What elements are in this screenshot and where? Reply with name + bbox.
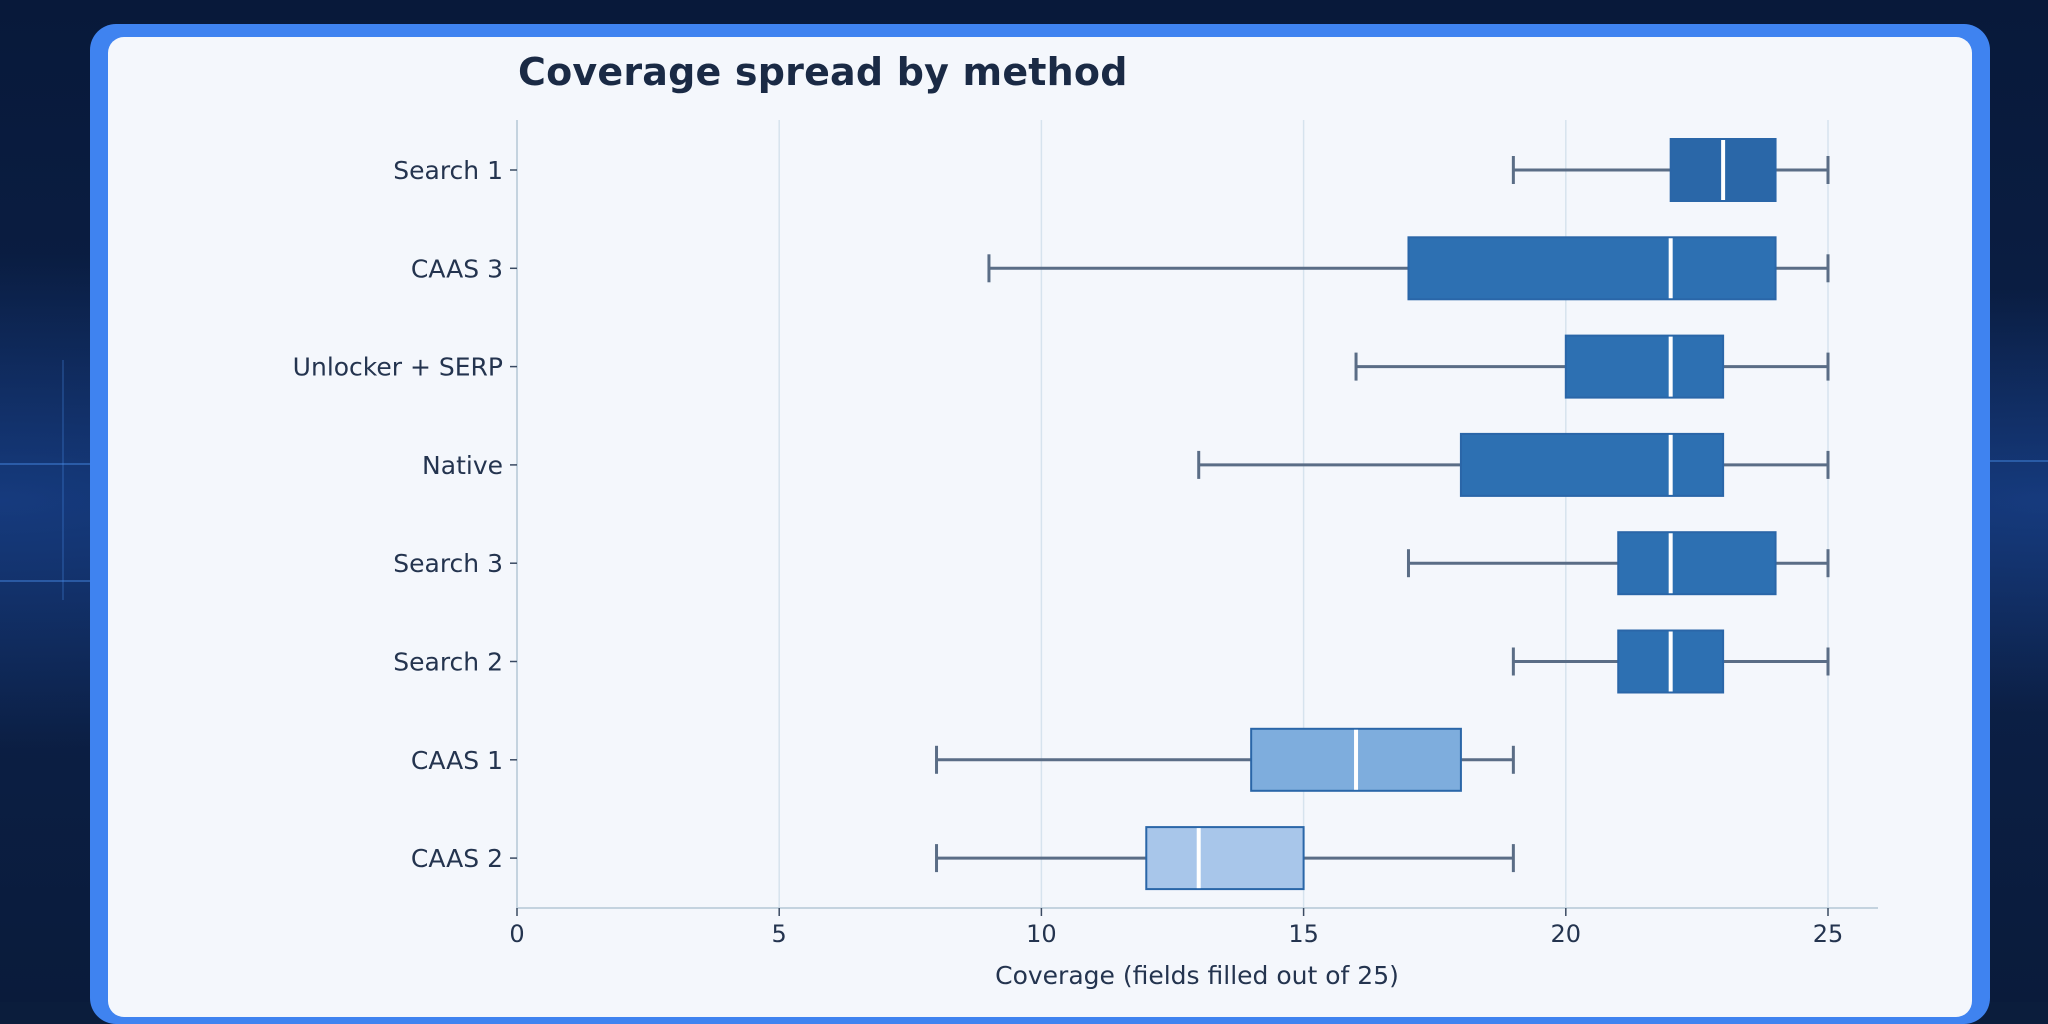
boxes [935, 138, 1830, 891]
y-tick-label: CAAS 2 [411, 844, 503, 873]
box-caas-1 [935, 727, 1515, 792]
box-caas-2 [935, 826, 1515, 891]
y-tick-label: Native [422, 451, 503, 480]
x-tick-label: 20 [1551, 920, 1582, 948]
boxplot-chart: Search 1 CAAS 3 Unlocker + SERP Native Searc… [293, 120, 1878, 990]
background-line [62, 360, 64, 600]
y-tick-label: Search 2 [393, 648, 503, 677]
iqr-box [1459, 432, 1725, 497]
iqr-box [1617, 531, 1777, 596]
box-search-1 [1511, 138, 1830, 202]
y-tick-label: CAAS 1 [411, 746, 503, 775]
box-unlocker-serp [1354, 334, 1830, 399]
box-native [1197, 432, 1830, 497]
y-tick-label: Search 3 [393, 549, 503, 578]
y-tick-label: Search 1 [393, 156, 503, 185]
box-caas-3 [987, 236, 1830, 301]
x-tick-label: 0 [509, 920, 524, 948]
x-axis-label: Coverage (fields filled out of 25) [995, 961, 1399, 990]
y-tick-labels: Search 1 CAAS 3 Unlocker + SERP Native Searc… [293, 156, 503, 873]
iqr-box [1145, 826, 1305, 891]
x-tick-label: 5 [772, 920, 787, 948]
iqr-box [1564, 334, 1725, 399]
axes [510, 120, 1878, 916]
x-tick-labels: 0 5 10 15 20 25 [509, 920, 1843, 948]
y-tick-label: CAAS 3 [411, 254, 503, 283]
chart-card [108, 37, 1972, 1017]
background-line [0, 463, 92, 465]
box-search-3 [1406, 531, 1830, 596]
background-line [0, 580, 92, 582]
x-tick-label: 15 [1288, 920, 1319, 948]
iqr-box [1407, 236, 1777, 301]
background-line [1990, 460, 2048, 462]
x-tick-label: 25 [1813, 920, 1844, 948]
y-tick-label: Unlocker + SERP [293, 353, 503, 382]
box-search-2 [1511, 629, 1830, 694]
x-tick-label: 10 [1026, 920, 1057, 948]
chart-title: Coverage spread by method [518, 50, 1128, 94]
